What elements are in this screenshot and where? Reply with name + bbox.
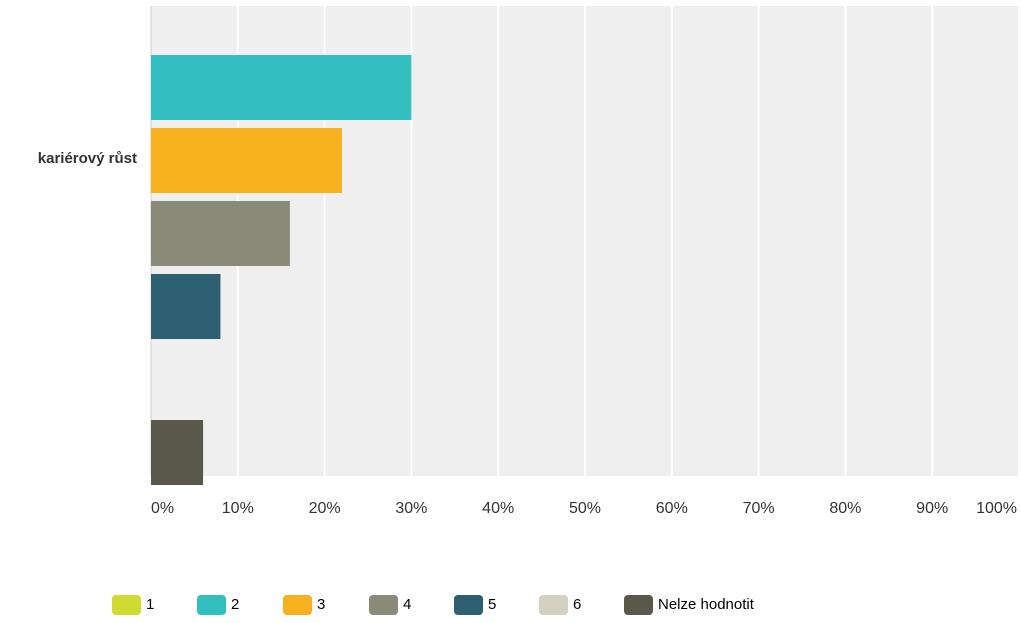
legend-item: Nelze hodnotit [624, 595, 755, 615]
legend-swatch [197, 595, 226, 615]
category-labels: kariérový růst [38, 150, 137, 167]
x-tick-label: 20% [309, 500, 341, 517]
legend-swatch [369, 595, 398, 615]
x-axis-ticks: 0% 10% 20% 30% 40% 50% 60% 70% 80% 90% 100% [151, 500, 1017, 517]
legend-swatch [454, 595, 483, 615]
legend-label: 3 [317, 596, 325, 613]
x-tick-label: 50% [569, 500, 601, 517]
legend-swatch [112, 595, 141, 615]
legend-swatch [283, 595, 312, 615]
legend-label: 5 [488, 596, 496, 613]
legend-swatch [539, 595, 568, 615]
x-tick-label: 90% [916, 500, 948, 517]
x-tick-label: 80% [829, 500, 861, 517]
legend-swatch [624, 595, 653, 615]
legend-item: 3 [283, 595, 325, 615]
bar-2 [151, 55, 411, 120]
x-tick-label: 0% [151, 500, 174, 517]
legend-label: Nelze hodnotit [658, 596, 755, 613]
bar-nelze-hodnotit [151, 420, 203, 485]
legend-label: 6 [573, 596, 581, 613]
x-tick-label: 30% [395, 500, 427, 517]
x-tick-label: 60% [656, 500, 688, 517]
legend: 1 2 3 4 5 6 Nelze hodnotit [112, 595, 755, 615]
legend-label: 4 [403, 596, 411, 613]
category-label: kariérový růst [38, 150, 137, 167]
legend-item: 2 [197, 595, 239, 615]
legend-label: 1 [146, 596, 154, 613]
x-tick-label: 100% [976, 500, 1017, 517]
bar-5 [151, 274, 220, 339]
bar-4 [151, 201, 290, 266]
x-tick-label: 40% [482, 500, 514, 517]
legend-item: 1 [112, 595, 154, 615]
legend-label: 2 [231, 596, 239, 613]
legend-item: 6 [539, 595, 581, 615]
x-tick-label: 10% [222, 500, 254, 517]
legend-item: 4 [369, 595, 411, 615]
x-tick-label: 70% [743, 500, 775, 517]
bar-3 [151, 128, 342, 193]
legend-item: 5 [454, 595, 496, 615]
